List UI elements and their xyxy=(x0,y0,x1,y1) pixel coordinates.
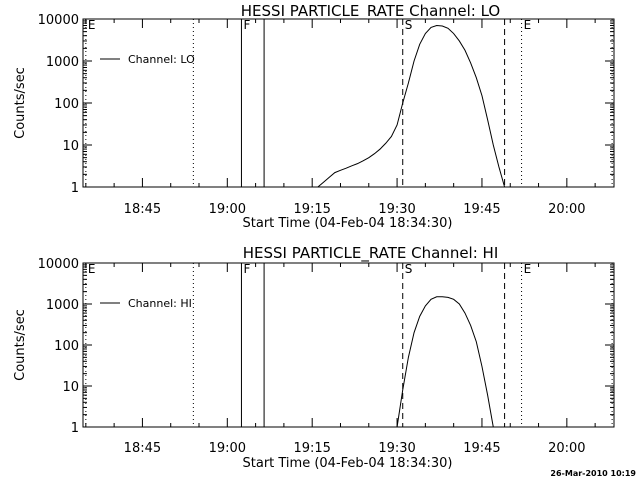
chart-2-marker-label: E xyxy=(88,262,96,276)
chart-1-marker-label: S xyxy=(405,18,413,32)
chart-2-xtick-label: 19:45 xyxy=(463,441,500,456)
chart-2-xtick-label: 19:30 xyxy=(378,441,415,456)
chart-1: HESSI PARTICLE_RATE Channel: LO Counts/se… xyxy=(13,2,615,231)
chart-1-marker-label: E xyxy=(88,18,96,32)
chart-2-xlabel: Start Time (04-Feb-04 18:34:30) xyxy=(243,456,453,471)
chart-2-marker-label: E xyxy=(524,262,532,276)
chart-2-xtick-label: 20:00 xyxy=(548,441,585,456)
footer-timestamp: 26-Mar-2010 10:19 xyxy=(550,469,636,478)
chart-1-ytick-label: 1000 xyxy=(46,55,79,70)
chart-2-ytick-label: 10 xyxy=(62,380,79,395)
chart-2-ytick-label: 100 xyxy=(54,339,79,354)
chart-2-legend-entry: Channel: HI xyxy=(128,297,192,310)
chart-1-xtick-label: 19:30 xyxy=(378,202,415,217)
chart-1-ylabel: Counts/sec xyxy=(13,67,28,139)
chart-1-xtick-label: 18:45 xyxy=(124,202,161,217)
chart-2-ytick-label: 1 xyxy=(71,421,79,436)
chart-2-title: HESSI PARTICLE_RATE Channel: HI xyxy=(243,244,499,263)
chart-1-series-line xyxy=(317,25,506,188)
chart-2-marker-label: F xyxy=(243,262,250,276)
chart-2-xtick-label: 18:45 xyxy=(124,441,161,456)
chart-1-xtick-label: 19:45 xyxy=(463,202,500,217)
chart-1-legend-entry: Channel: LO xyxy=(128,53,195,66)
chart-2-ytick-label: 10000 xyxy=(38,257,79,272)
chart-1-title: HESSI PARTICLE_RATE Channel: LO xyxy=(241,2,500,21)
chart-1-plot-frame xyxy=(82,18,615,188)
chart-2-xtick-label: 19:00 xyxy=(209,441,246,456)
chart-1-xtick-label: 19:15 xyxy=(293,202,330,217)
chart-2-ytick-label: 1000 xyxy=(46,298,79,313)
chart-1-ytick-label: 10000 xyxy=(38,13,79,28)
chart-1-xlabel: Start Time (04-Feb-04 18:34:30) xyxy=(243,216,453,231)
chart-2: HESSI PARTICLE_RATE Channel: HI Counts/se… xyxy=(13,244,615,471)
chart-2-marker-label: S xyxy=(405,262,413,276)
chart-1-ytick-label: 100 xyxy=(54,97,79,112)
chart-1-marker-label: F xyxy=(243,18,250,32)
chart-2-plot-frame xyxy=(82,262,615,428)
chart-2-xtick-label: 19:15 xyxy=(293,441,330,456)
chart-1-ytick-label: 1 xyxy=(71,181,79,196)
chart-2-ylabel: Counts/sec xyxy=(13,309,28,381)
chart-1-ytick-label: 10 xyxy=(62,139,79,154)
chart-1-xtick-label: 20:00 xyxy=(548,202,585,217)
chart-2-series-line xyxy=(396,296,494,428)
chart-1-xtick-label: 19:00 xyxy=(209,202,246,217)
chart-1-marker-label: E xyxy=(524,18,532,32)
